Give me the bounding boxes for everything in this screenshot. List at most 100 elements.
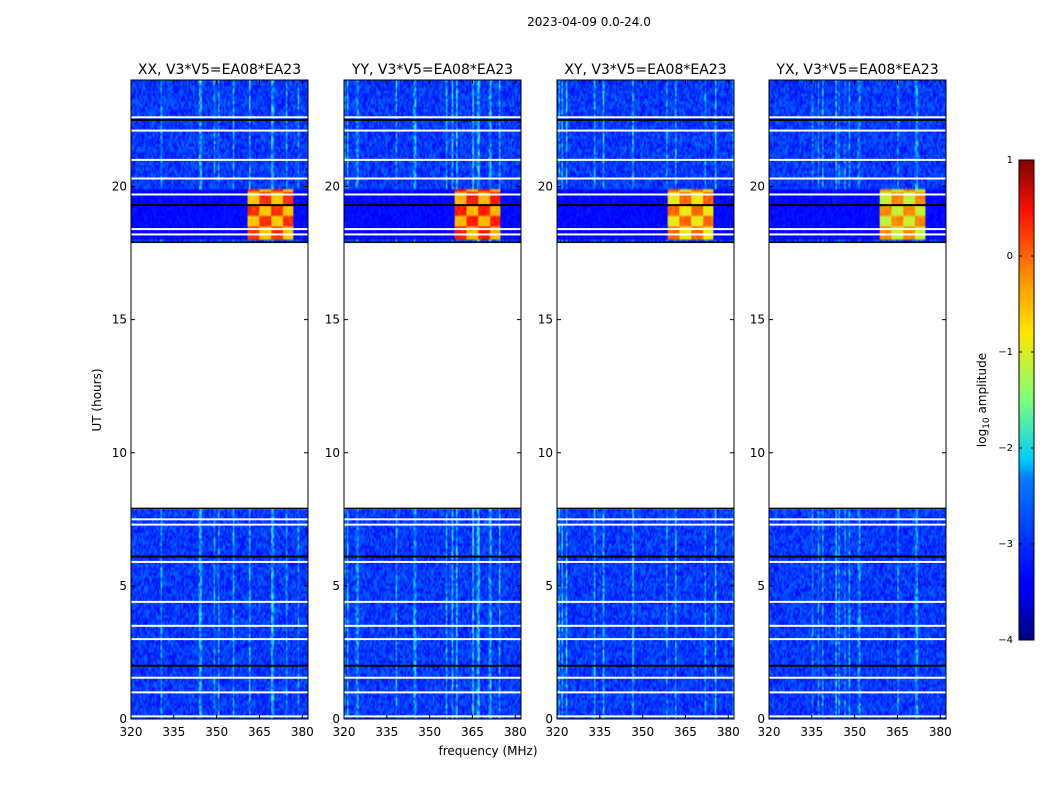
x-tick-label: 380 xyxy=(929,725,952,739)
colorbar-gradient xyxy=(1018,159,1035,641)
segment-edge-line xyxy=(769,241,946,243)
colorbar-tick-label: −3 xyxy=(998,539,1013,550)
flagged-row-line xyxy=(131,676,308,679)
flagged-row-line xyxy=(344,691,521,694)
x-tick-label: 380 xyxy=(504,725,527,739)
y-tick-label: 0 xyxy=(119,712,127,726)
flagged-row-line xyxy=(769,118,946,121)
segment-edge-line xyxy=(131,507,308,510)
panel-title: YX, V3*V5=EA08*EA23 xyxy=(775,62,938,78)
flagged-row-line xyxy=(131,118,308,121)
x-tick-label: 365 xyxy=(674,725,697,739)
colorbar-tick-label: 1 xyxy=(1007,155,1013,166)
x-axis-label: frequency (MHz) xyxy=(438,744,537,758)
flagged-row-line xyxy=(131,664,308,667)
flagged-row-line xyxy=(769,555,946,558)
flagged-row-line xyxy=(344,177,521,180)
panel-frame xyxy=(768,79,947,720)
flagged-row-line xyxy=(769,204,946,207)
flagged-row-line xyxy=(131,518,308,521)
flagged-row-line xyxy=(344,158,521,161)
x-tick-label: 320 xyxy=(546,725,569,739)
segment-edge-line xyxy=(344,507,521,510)
flagged-row-line xyxy=(131,233,308,236)
y-tick-label: 15 xyxy=(112,313,127,327)
y-tick-label: 20 xyxy=(750,180,765,194)
flagged-row-line xyxy=(344,129,521,132)
x-tick-label: 320 xyxy=(120,725,143,739)
colorbar-ticks: −4 −3 −2 −1 0 1 xyxy=(998,155,1034,646)
segment-edge-line xyxy=(769,507,946,510)
x-tick-label: 335 xyxy=(588,725,611,739)
flagged-row-line xyxy=(131,555,308,558)
flagged-row-line xyxy=(344,116,521,119)
x-tick-label: 380 xyxy=(291,725,314,739)
panel-title: XX, V3*V5=EA08*EA23 xyxy=(138,62,301,78)
colorbar-label: log10 amplitude xyxy=(975,353,992,447)
flagged-row-line xyxy=(769,116,946,119)
flagged-row-line xyxy=(769,158,946,161)
flagged-row-line xyxy=(131,691,308,694)
segment-edge-line xyxy=(344,241,521,243)
flagged-row-line xyxy=(557,158,734,161)
flagged-row-line xyxy=(131,715,308,718)
flagged-row-line xyxy=(131,116,308,119)
segment-edge-line xyxy=(131,241,308,243)
flagged-row-line xyxy=(131,158,308,161)
panel-frame xyxy=(556,79,735,720)
x-tick-label: 335 xyxy=(375,725,398,739)
y-tick-label: 10 xyxy=(538,446,553,460)
flagged-row-line xyxy=(557,624,734,627)
flagged-row-line xyxy=(557,638,734,641)
y-tick-label: 0 xyxy=(332,712,340,726)
flagged-row-line xyxy=(344,555,521,558)
flagged-row-line xyxy=(344,638,521,641)
flagged-row-line xyxy=(344,664,521,667)
x-tick-label: 320 xyxy=(758,725,781,739)
x-tick-label: 335 xyxy=(800,725,823,739)
panel-frame xyxy=(343,79,522,720)
x-tick-label: 320 xyxy=(333,725,356,739)
y-tick-label: 5 xyxy=(757,579,765,593)
y-tick-label: 10 xyxy=(325,446,340,460)
colorbar-tick-label: −1 xyxy=(998,347,1013,358)
x-tick-label: 350 xyxy=(843,725,866,739)
flagged-row-line xyxy=(557,116,734,119)
flagged-row-line xyxy=(344,233,521,236)
x-tick-label: 365 xyxy=(248,725,271,739)
flagged-row-line xyxy=(557,664,734,667)
flagged-row-line xyxy=(131,638,308,641)
flagged-row-line xyxy=(344,523,521,526)
flagged-row-line xyxy=(769,193,946,196)
flagged-row-line xyxy=(131,228,308,231)
colorbar-tick-label: 0 xyxy=(1007,251,1013,262)
x-tick-label: 365 xyxy=(886,725,909,739)
x-tick-label: 350 xyxy=(205,725,228,739)
flagged-row-line xyxy=(344,676,521,679)
flagged-row-line xyxy=(769,233,946,236)
flagged-row-line xyxy=(769,691,946,694)
flagged-row-line xyxy=(557,129,734,132)
flagged-row-line xyxy=(344,118,521,121)
flagged-row-line xyxy=(344,204,521,207)
flagged-row-line xyxy=(769,177,946,180)
flagged-row-line xyxy=(769,638,946,641)
spectrogram-image xyxy=(344,80,521,719)
colorbar-tick-label: −4 xyxy=(998,635,1013,646)
colorbar-tick-label: −2 xyxy=(998,443,1013,454)
flagged-row-line xyxy=(131,523,308,526)
flagged-row-line xyxy=(131,560,308,563)
x-tick-label: 365 xyxy=(461,725,484,739)
flagged-row-line xyxy=(769,715,946,718)
flagged-row-line xyxy=(344,600,521,603)
y-tick-label: 15 xyxy=(325,313,340,327)
flagged-row-line xyxy=(131,204,308,207)
x-tick-label: 380 xyxy=(717,725,740,739)
flagged-row-line xyxy=(344,228,521,231)
panel-title: XY, V3*V5=EA08*EA23 xyxy=(564,62,726,78)
y-tick-label: 0 xyxy=(545,712,553,726)
flagged-row-line xyxy=(557,691,734,694)
panel-title: YY, V3*V5=EA08*EA23 xyxy=(351,62,513,78)
flagged-row-line xyxy=(344,518,521,521)
